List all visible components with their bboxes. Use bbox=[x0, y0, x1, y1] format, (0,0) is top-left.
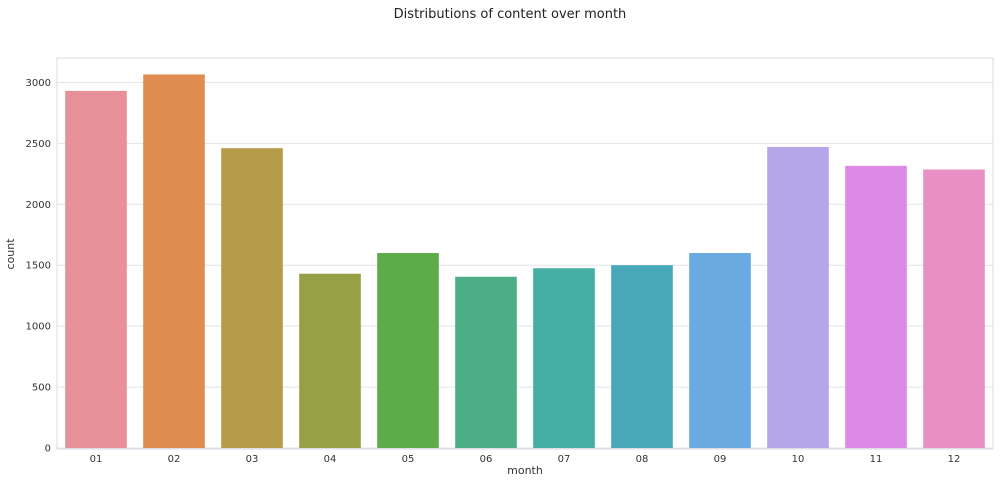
y-tick-label: 3000 bbox=[26, 78, 51, 89]
bars bbox=[65, 74, 985, 448]
y-axis-label: count bbox=[4, 238, 17, 270]
bar-month-02 bbox=[143, 74, 205, 448]
x-tick-label: 07 bbox=[558, 454, 571, 465]
y-tick-labels: 0 500 1000 1500 2000 2500 3000 bbox=[26, 78, 51, 455]
bar-month-03 bbox=[221, 148, 283, 448]
chart-title: Distributions of content over month bbox=[394, 7, 627, 22]
x-tick-label: 06 bbox=[480, 454, 493, 465]
x-axis-label: month bbox=[507, 464, 543, 477]
y-tick-label: 2000 bbox=[26, 200, 51, 211]
x-tick-labels: 01 02 03 04 05 06 07 08 09 10 11 12 bbox=[90, 454, 961, 465]
bar-month-08 bbox=[611, 265, 673, 448]
bar-month-06 bbox=[455, 276, 517, 448]
x-tick-label: 04 bbox=[324, 454, 337, 465]
x-tick-label: 09 bbox=[714, 454, 727, 465]
bar-month-10 bbox=[767, 146, 829, 448]
x-tick-label: 05 bbox=[402, 454, 415, 465]
bar-month-01 bbox=[65, 90, 127, 448]
x-tick-label: 01 bbox=[90, 454, 103, 465]
bar-month-04 bbox=[299, 273, 361, 448]
bar-month-12 bbox=[923, 169, 985, 448]
bar-month-11 bbox=[845, 165, 907, 448]
x-tick-label: 10 bbox=[792, 454, 805, 465]
x-tick-label: 12 bbox=[948, 454, 961, 465]
y-tick-label: 2500 bbox=[26, 139, 51, 150]
bar-month-07 bbox=[533, 268, 595, 448]
gridlines bbox=[57, 81, 993, 449]
x-tick-label: 03 bbox=[246, 454, 259, 465]
x-tick-label: 08 bbox=[636, 454, 649, 465]
y-tick-label: 0 bbox=[45, 444, 51, 455]
x-tick-label: 02 bbox=[168, 454, 181, 465]
plot-frame bbox=[56, 57, 994, 450]
bar-month-05 bbox=[377, 253, 439, 448]
bar-month-09 bbox=[689, 253, 751, 448]
x-tick-label: 11 bbox=[870, 454, 883, 465]
y-tick-label: 500 bbox=[32, 383, 51, 394]
y-tick-label: 1500 bbox=[26, 261, 51, 272]
y-tick-label: 1000 bbox=[26, 322, 51, 333]
